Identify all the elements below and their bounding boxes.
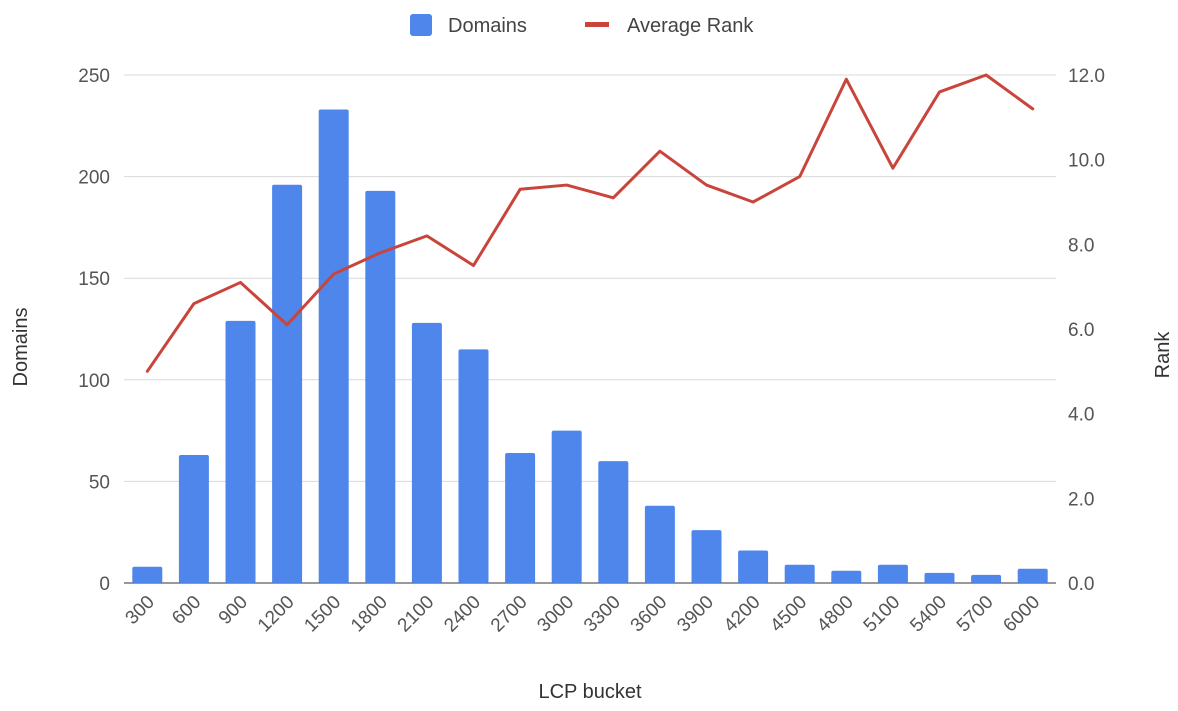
bar-4500 <box>784 564 815 583</box>
y-tick-label-left: 250 <box>78 66 110 87</box>
y-tick-label-left: 0 <box>99 574 110 595</box>
bar-3600 <box>644 505 675 583</box>
y-tick-label-right: 6.0 <box>1068 320 1094 341</box>
x-tick-label: 5400 <box>906 592 951 637</box>
x-axis-title: LCP bucket <box>538 681 641 703</box>
right-y-axis-ticks: 0.0 2.0 4.0 6.0 8.0 10.0 12.0 <box>1068 66 1105 595</box>
x-tick-label: 4500 <box>766 592 811 637</box>
average-rank-line <box>145 73 1035 373</box>
x-tick-label: 5100 <box>860 592 905 637</box>
y-tick-label-left: 150 <box>78 269 110 290</box>
y-tick-label-left: 50 <box>89 472 110 493</box>
y-tick-label-right: 8.0 <box>1068 235 1094 256</box>
bar-300 <box>132 566 163 583</box>
bar-4800 <box>831 570 862 583</box>
bar-3000 <box>551 430 582 583</box>
x-tick-label: 2400 <box>440 592 485 637</box>
x-tick-label: 3300 <box>580 592 625 637</box>
bar-5400 <box>924 572 955 583</box>
legend-swatch-average-rank <box>585 22 609 27</box>
x-tick-label: 4800 <box>813 592 858 637</box>
y-tick-label-left: 100 <box>78 371 110 392</box>
bar-2400 <box>458 349 489 583</box>
x-tick-label: 4200 <box>720 592 765 637</box>
bar-4200 <box>738 550 769 583</box>
legend-swatch-domains <box>410 14 432 36</box>
legend-label-average-rank: Average Rank <box>627 15 754 37</box>
bar-3300 <box>598 461 629 583</box>
bar-2700 <box>505 452 536 583</box>
bar-1200 <box>272 184 303 583</box>
left-y-axis-ticks: 0 50 100 150 200 250 <box>78 66 110 595</box>
legend: Domains Average Rank <box>410 14 754 37</box>
bar-600 <box>178 454 209 583</box>
bar-1800 <box>365 190 396 583</box>
x-tick-label: 1500 <box>300 592 345 637</box>
x-tick-label: 600 <box>168 592 205 629</box>
x-axis-ticks: 300 600 900 1200 1500 1800 2100 2400 2700 3000 330… <box>122 592 1045 637</box>
bar-5100 <box>877 564 908 583</box>
x-tick-label: 1200 <box>254 592 299 637</box>
bar-6000 <box>1017 568 1048 583</box>
x-tick-label: 3900 <box>673 592 718 637</box>
x-tick-label: 300 <box>122 592 159 629</box>
bar-1500 <box>318 109 349 583</box>
y-tick-label-right: 12.0 <box>1068 66 1105 87</box>
x-tick-label: 2100 <box>394 592 439 637</box>
x-tick-label: 1800 <box>347 592 392 637</box>
y-tick-label-right: 4.0 <box>1068 405 1094 426</box>
y-tick-label-right: 10.0 <box>1068 151 1105 172</box>
y-tick-label-left: 200 <box>78 168 110 189</box>
y-tick-label-right: 2.0 <box>1068 489 1094 510</box>
average-rank-polyline <box>145 73 1035 373</box>
bar-5700 <box>971 574 1002 583</box>
x-tick-label: 5700 <box>953 592 998 637</box>
legend-label-domains: Domains <box>448 15 527 37</box>
x-tick-label: 6000 <box>999 592 1044 637</box>
x-tick-label: 3600 <box>627 592 672 637</box>
bar-3900 <box>691 530 722 583</box>
y-axis-title-left: Domains <box>10 308 32 387</box>
x-tick-label: 2700 <box>487 592 532 637</box>
gridlines <box>124 74 1056 584</box>
y-tick-label-right: 0.0 <box>1068 574 1094 595</box>
x-tick-label: 900 <box>215 592 252 629</box>
domains-bars <box>132 109 1048 583</box>
bar-900 <box>225 320 256 583</box>
y-axis-title-right: Rank <box>1152 331 1174 379</box>
bar-2100 <box>411 322 442 583</box>
x-tick-label: 3000 <box>533 592 578 637</box>
